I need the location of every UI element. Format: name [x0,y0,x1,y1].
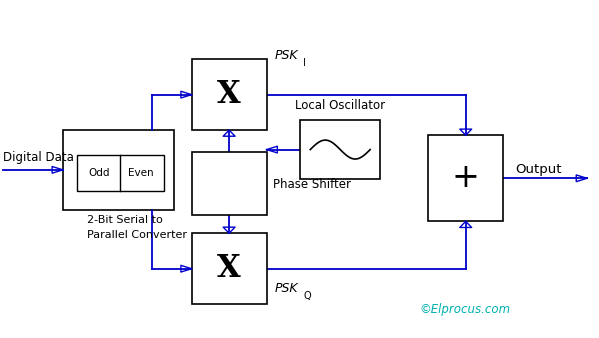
Text: ©Elprocus.com: ©Elprocus.com [419,303,510,316]
Text: Phase Shifter: Phase Shifter [273,178,350,191]
Text: Local Oscillator: Local Oscillator [295,99,385,112]
Text: +: + [452,162,480,194]
Bar [192,59,267,130]
Text: PSK: PSK [274,49,298,62]
Text: Even: Even [128,168,154,178]
Text: X: X [217,253,241,284]
Text: Parallel Converter: Parallel Converter [87,230,187,240]
Bar [192,152,267,215]
Bar [192,233,267,304]
Bar [428,135,503,221]
Text: Digital Data: Digital Data [3,151,74,164]
Text: PSK: PSK [274,283,298,295]
Text: Q: Q [303,291,311,301]
Text: I: I [303,57,306,68]
Bar [77,155,164,191]
Text: 2-Bit Serial to: 2-Bit Serial to [87,215,162,225]
Text: Odd: Odd [89,168,110,178]
Bar [300,120,380,179]
Text: Output: Output [515,163,562,175]
Bar [63,130,174,210]
Text: X: X [217,79,241,110]
